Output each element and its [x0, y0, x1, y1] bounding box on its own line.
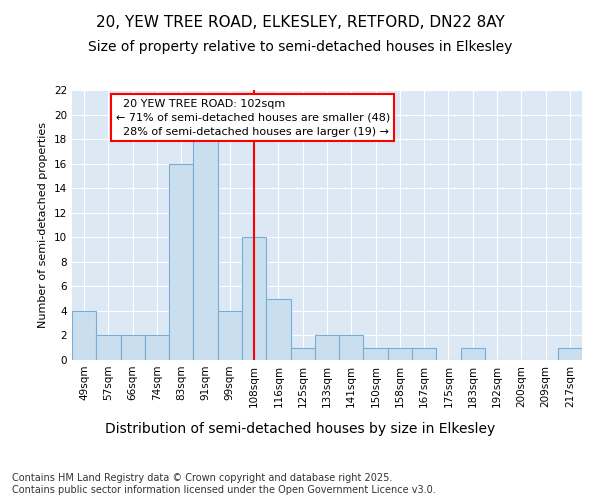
Text: Contains HM Land Registry data © Crown copyright and database right 2025.
Contai: Contains HM Land Registry data © Crown c…	[12, 474, 436, 495]
Bar	[412, 348, 436, 360]
Bar	[242, 238, 266, 360]
Bar	[461, 348, 485, 360]
Text: Size of property relative to semi-detached houses in Elkesley: Size of property relative to semi-detach…	[88, 40, 512, 54]
Bar	[96, 336, 121, 360]
Bar	[364, 348, 388, 360]
Bar	[169, 164, 193, 360]
Bar	[290, 348, 315, 360]
Bar	[218, 311, 242, 360]
Text: Distribution of semi-detached houses by size in Elkesley: Distribution of semi-detached houses by …	[105, 422, 495, 436]
Bar	[72, 311, 96, 360]
Y-axis label: Number of semi-detached properties: Number of semi-detached properties	[38, 122, 49, 328]
Bar	[266, 298, 290, 360]
Bar	[339, 336, 364, 360]
Bar	[315, 336, 339, 360]
Bar	[145, 336, 169, 360]
Text: 20, YEW TREE ROAD, ELKESLEY, RETFORD, DN22 8AY: 20, YEW TREE ROAD, ELKESLEY, RETFORD, DN…	[95, 15, 505, 30]
Text: 20 YEW TREE ROAD: 102sqm
← 71% of semi-detached houses are smaller (48)
  28% of: 20 YEW TREE ROAD: 102sqm ← 71% of semi-d…	[116, 98, 390, 136]
Bar	[193, 139, 218, 360]
Bar	[388, 348, 412, 360]
Bar	[558, 348, 582, 360]
Bar	[121, 336, 145, 360]
